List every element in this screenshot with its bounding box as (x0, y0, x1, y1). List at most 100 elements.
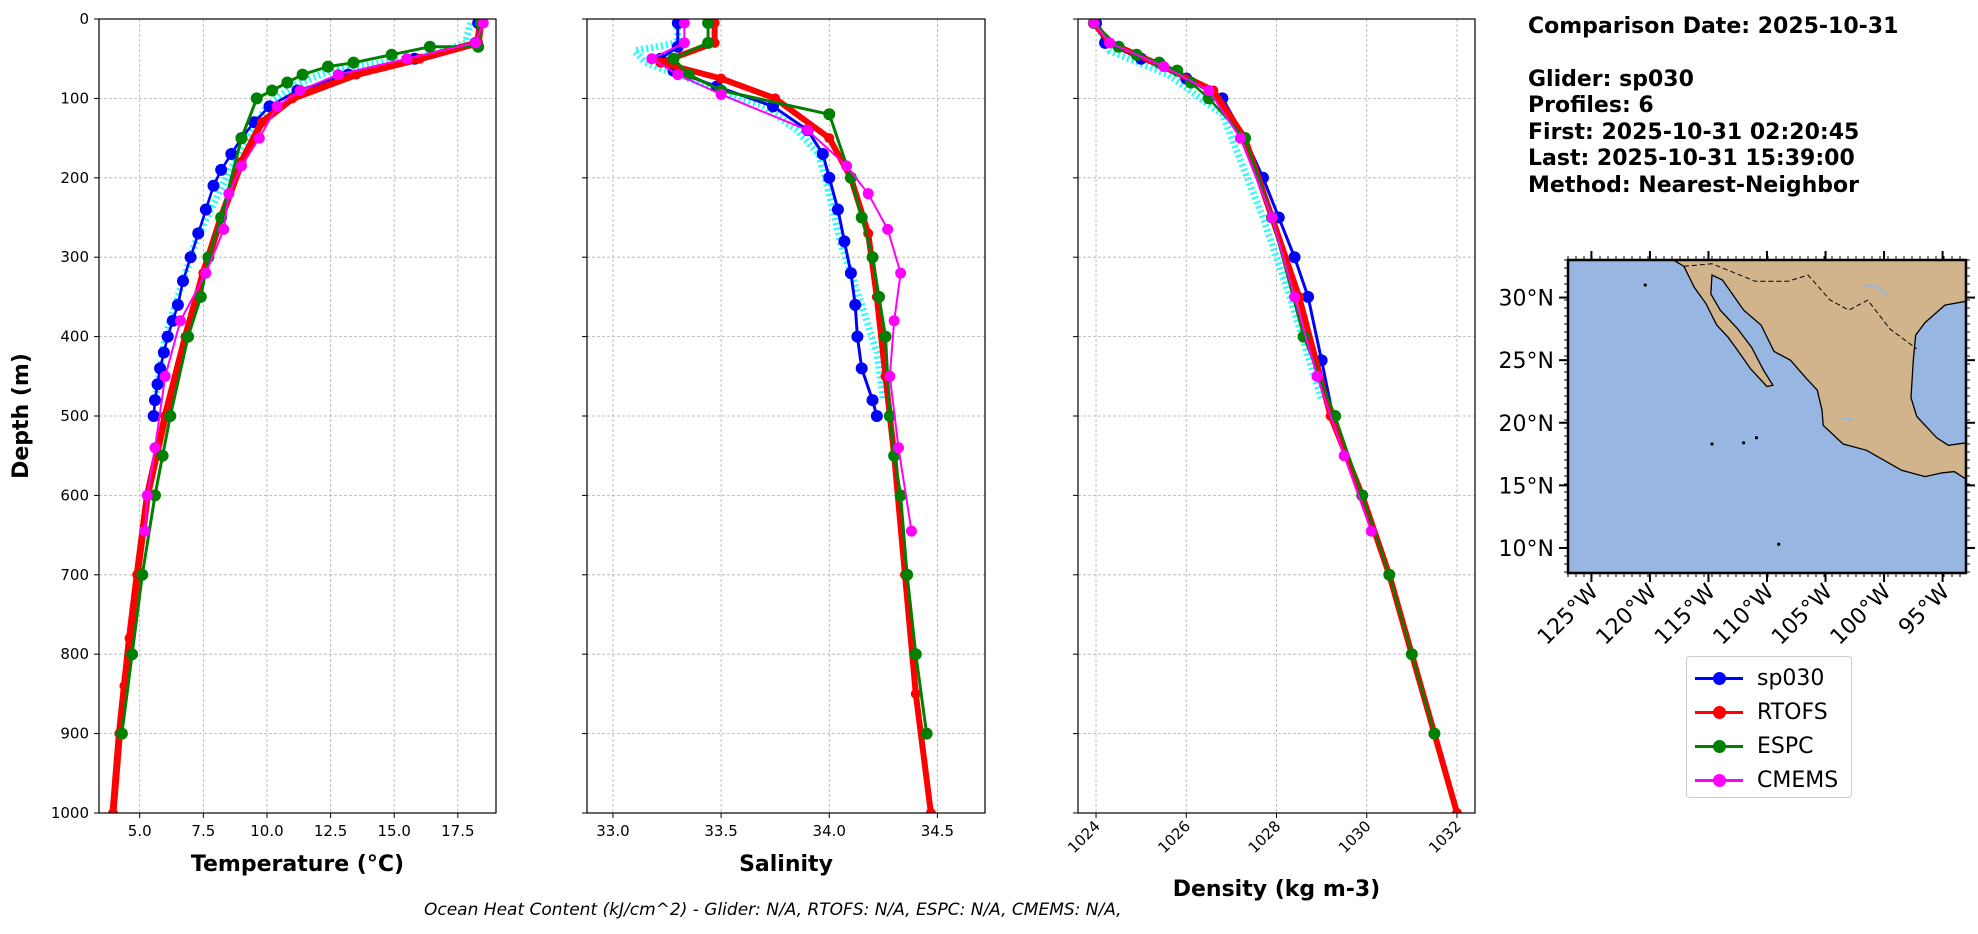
data-point-cmems (271, 100, 283, 112)
x-tick-label: 10.0 (250, 822, 283, 840)
legend-line (1695, 705, 1743, 719)
series-line-sp030 (152, 21, 480, 418)
map-lon-label: 95°W (1894, 579, 1955, 640)
data-point-sp030 (851, 330, 864, 343)
series-line-rtofs (1090, 20, 1460, 813)
data-point-espc (148, 489, 161, 502)
y-tick-label: 100 (60, 89, 89, 107)
x-tick-label: 1024 (1064, 817, 1104, 857)
data-point-espc (194, 290, 207, 303)
y-tick-label: 400 (60, 328, 89, 346)
data-point-cmems (715, 88, 727, 100)
data-point-cmems (1234, 132, 1246, 144)
data-point-espc (115, 727, 128, 740)
data-point-sp030 (838, 235, 851, 248)
data-point-sp030 (870, 410, 883, 422)
chart-panel-1: 0 100 200 300 400 500 600 700 800 900 1000 5.0 7.5 10… (9, 10, 497, 877)
map-lat-label: 30°N (1499, 287, 1554, 312)
map-border (1683, 263, 1918, 350)
data-point-sp030 (225, 147, 238, 160)
data-point-rtofs (716, 73, 727, 84)
data-point-sp030 (844, 267, 857, 280)
data-point-espc (347, 56, 360, 69)
x-tick-label: 34.5 (921, 822, 954, 840)
data-point-espc (1383, 568, 1396, 581)
series-group (1087, 19, 1462, 813)
data-point-espc (164, 410, 177, 422)
data-point-cmems (841, 160, 853, 172)
plot-frame (586, 18, 986, 814)
data-point-espc (235, 132, 248, 145)
data-point-sp030 (157, 346, 170, 359)
data-point-espc (702, 36, 715, 49)
data-point-sp030 (1288, 251, 1301, 264)
legend-item-sp030: sp030 (1695, 665, 1824, 691)
map-legend: sp030 RTOFS ESPC CMEMS (1686, 656, 1852, 798)
x-tick-label: 1030 (1335, 817, 1375, 857)
data-point-rtofs (925, 808, 936, 813)
data-point-espc (281, 76, 294, 89)
series-line-espc (1092, 21, 1436, 735)
data-point-cmems (884, 370, 896, 382)
data-point-espc (823, 108, 836, 121)
data-point-cmems (678, 19, 690, 29)
legend-item-espc: ESPC (1695, 733, 1814, 759)
data-point-cmems (401, 53, 413, 65)
map-lon-label: 110°W (1709, 579, 1780, 650)
data-point-espc (322, 60, 335, 73)
map-lon-label: 120°W (1592, 579, 1663, 650)
data-point-cmems (218, 223, 230, 235)
x-tick-label: 5.0 (128, 822, 152, 840)
map-lon-label: 125°W (1533, 579, 1604, 650)
x-tick-label: 1032 (1425, 817, 1465, 857)
data-point-cmems (646, 53, 658, 65)
data-point-espc (156, 449, 169, 462)
comparison-date: Comparison Date: 2025-10-31 (1528, 14, 1899, 39)
data-point-cmems (802, 124, 814, 136)
data-point-sp030 (831, 203, 844, 216)
data-point-sp030 (215, 163, 228, 176)
profile-count: Profiles: 6 (1528, 93, 1654, 118)
data-point-espc (296, 68, 309, 81)
data-point-espc (866, 251, 879, 264)
data-point-rtofs (124, 633, 135, 644)
chart-panel-3: 1024 1026 1028 1030 1032 Density (kg m-3) (1064, 18, 1476, 902)
data-point-espc (126, 648, 139, 661)
y-tick-label: 0 (79, 10, 89, 28)
data-point-sp030 (192, 227, 205, 240)
legend-item-cmems: CMEMS (1695, 767, 1838, 793)
info-panel: Comparison Date: 2025-10-31 Glider: sp03… (1528, 14, 1898, 199)
legend-line (1695, 671, 1743, 685)
legend-label: sp030 (1757, 665, 1825, 691)
data-point-sp030 (199, 203, 212, 216)
interp-method: Method: Nearest-Neighbor (1528, 172, 1859, 198)
legend-line (1695, 773, 1743, 787)
data-point-rtofs (107, 808, 118, 813)
y-tick-label: 500 (60, 407, 89, 425)
map-island (1710, 442, 1714, 446)
data-point-rtofs (287, 93, 298, 104)
data-point-espc (894, 489, 907, 502)
data-point-cmems (470, 37, 482, 49)
data-point-espc (1428, 727, 1441, 740)
data-point-sp030 (171, 298, 184, 311)
data-point-cmems (672, 69, 684, 81)
data-point-cmems (895, 267, 907, 279)
data-point-sp030 (816, 147, 829, 160)
y-tick-label: 600 (60, 486, 89, 504)
data-point-cmems (678, 37, 690, 49)
map-island (1643, 283, 1647, 287)
data-point-cmems (1158, 61, 1170, 73)
data-point-cmems (139, 525, 151, 537)
x-tick-label: 1028 (1245, 817, 1285, 857)
data-point-cmems (477, 19, 489, 29)
y-tick-label: 800 (60, 645, 89, 663)
data-point-cmems (882, 223, 894, 235)
y-tick-label: 200 (60, 169, 89, 187)
x-tick-label: 15.0 (378, 822, 411, 840)
data-point-rtofs (910, 688, 921, 699)
legend-label: RTOFS (1757, 699, 1828, 725)
map-island (1741, 441, 1746, 445)
data-point-cmems (174, 315, 186, 327)
